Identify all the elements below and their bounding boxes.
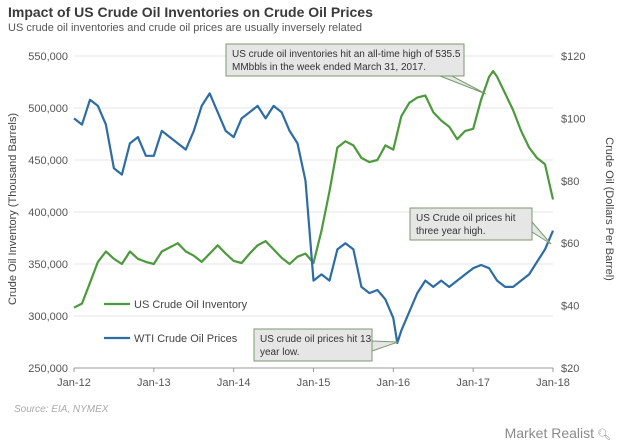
x-tick-label: Jan-16 [377,377,411,389]
right-axis-ticks: $20 $40 $60 $80 $100 $120 [561,51,585,375]
left-tick-label: 250,000 [28,363,68,375]
right-tick-label: $100 [561,113,585,125]
annotation-text: MMbbls in the week ended March 31, 2017. [232,62,426,73]
annotation-inventory-high: US crude oil inventories hit an all-time… [225,43,487,95]
left-tick-label: 450,000 [28,155,68,167]
brand-name: Market Realist [504,425,595,441]
right-tick-label: $40 [561,301,579,313]
brand-logo: Market Realist 🔍︎ [505,425,611,441]
left-tick-label: 350,000 [28,259,68,271]
x-tick-label: Jan-12 [57,377,91,389]
series-lines [73,69,555,345]
right-tick-label: $80 [561,176,579,188]
left-axis-ticks: 250,000 300,000 350,000 400,000 450,000 500,0… [28,51,68,375]
annotation-pointer [439,75,487,95]
left-tick-label: 300,000 [28,311,68,323]
chart-subtitle: US crude oil inventories and crude oil p… [8,22,363,34]
legend-label: WTI Crude Oil Prices [134,333,238,345]
left-axis-label: Crude Oil Inventory (Thousand Barrels) [7,113,19,305]
annotation-text: US crude oil prices hit 13 [260,334,372,345]
inventory-series-line [73,69,555,309]
chart-title: Impact of US Crude Oil Inventories on Cr… [8,4,373,20]
annotation-box [225,43,465,77]
annotation-box [253,328,373,362]
legend-label: US Crude Oil Inventory [134,299,248,311]
left-tick-label: 500,000 [28,103,68,115]
annotation-text: US Crude oil prices hit [416,213,516,224]
left-tick-label: 550,000 [28,51,68,63]
annotation-pointer [531,220,552,245]
x-tick-label: Jan-15 [297,377,331,389]
annotations: US crude oil inventories hit an all-time… [225,43,552,362]
x-tick-label: Jan-17 [456,377,490,389]
left-tick-label: 400,000 [28,207,68,219]
annotation-text: US crude oil inventories hit an all-time… [232,49,461,60]
annotation-text: year low. [260,347,299,358]
magnifier-icon: 🔍︎ [597,429,611,441]
x-tick-label: Jan-13 [137,377,171,389]
annotation-pointer [371,340,399,352]
x-axis-ticks: Jan-12 Jan-13 Jan-14 Jan-15 Jan-16 Jan-17 Jan-… [57,367,570,389]
annotation-text: three year high. [416,226,486,237]
x-tick-label: Jan-18 [536,377,570,389]
price-series-line [73,92,555,345]
right-tick-label: $120 [561,51,585,63]
source-note: Source: EIA, NYMEX [14,404,109,415]
right-tick-label: $60 [561,238,579,250]
annotation-price-high: US Crude oil prices hit three year high. [409,207,552,245]
annotation-price-low: US crude oil prices hit 13 year low. [253,328,399,362]
legend: US Crude Oil Inventory WTI Crude Oil Pric… [104,299,248,345]
x-tick-label: Jan-14 [217,377,251,389]
right-axis-label: Crude Oil (Dollars Per Barrel) [603,137,615,281]
right-tick-label: $20 [561,363,579,375]
